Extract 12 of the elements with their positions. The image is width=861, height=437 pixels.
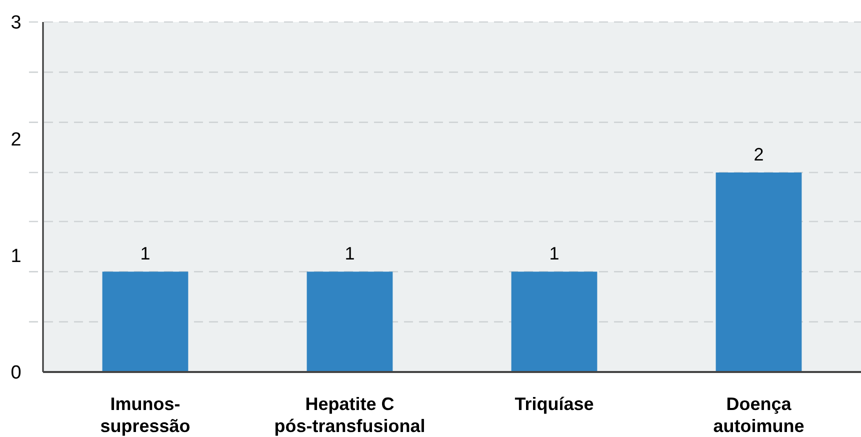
- x-tick-label: Triquíase: [514, 394, 594, 414]
- data-label: 1: [549, 244, 560, 264]
- y-tick-label: 3: [10, 12, 22, 34]
- y-tick-label: 0: [10, 362, 22, 384]
- data-label: 1: [344, 244, 355, 264]
- x-tick-label: Imunos- supressão: [100, 394, 190, 436]
- data-label: 2: [754, 144, 764, 164]
- y-tick-label: 2: [10, 129, 22, 150]
- x-tick-label: Doença autoimune: [713, 394, 804, 436]
- y-tick-label: 1: [10, 246, 22, 267]
- data-label: 1: [140, 244, 150, 264]
- x-tick-label: Hepatite C pós-transfusional: [274, 394, 426, 436]
